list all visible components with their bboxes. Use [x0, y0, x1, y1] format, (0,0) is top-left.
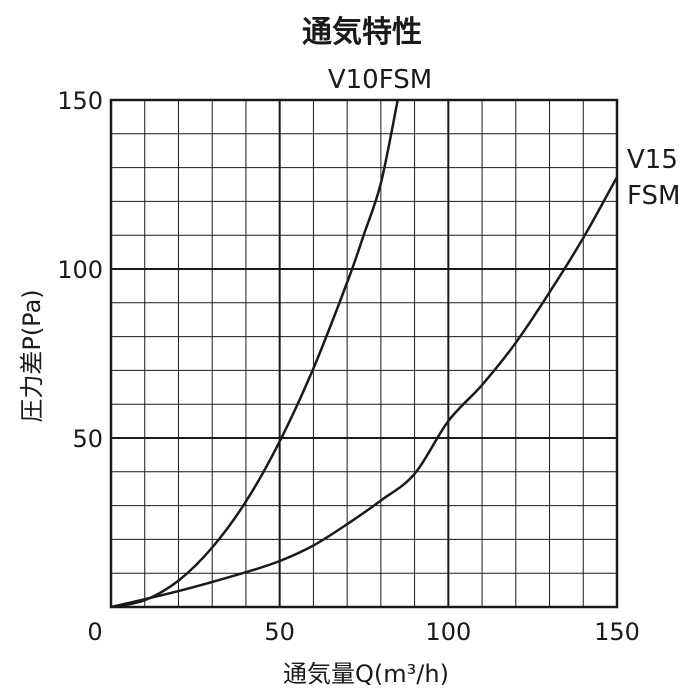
chart-title: 通気特性 [302, 15, 422, 50]
plot-frame [109, 98, 619, 609]
series-group [111, 99, 618, 607]
y-axis-label: 圧力差P(Pa) [18, 289, 46, 422]
y-tick-labels: 50 100 150 [57, 87, 103, 453]
series-v15fsm-label: V15 [627, 145, 678, 175]
y-tick-label: 150 [57, 87, 103, 115]
y-tick-label: 50 [72, 425, 103, 453]
grid-major [111, 100, 617, 607]
series-v10fsm-label: V10FSM [328, 65, 432, 95]
series-v15fsm-line [111, 176, 618, 607]
x-tick-label: 150 [594, 618, 640, 646]
series-v10fsm-line [111, 99, 399, 607]
series-v15fsm-label: FSM [627, 181, 680, 211]
grid-minor [111, 100, 617, 607]
x-tick-label: 0 [87, 618, 102, 646]
y-tick-label: 100 [57, 256, 103, 284]
x-axis-label: 通気量Q(m³/h) [283, 660, 449, 688]
series-labels: V10FSM V15 FSM [328, 65, 681, 211]
x-tick-label: 100 [425, 618, 471, 646]
x-tick-label: 50 [264, 618, 295, 646]
x-tick-labels: 0 50 100 150 [87, 618, 640, 646]
